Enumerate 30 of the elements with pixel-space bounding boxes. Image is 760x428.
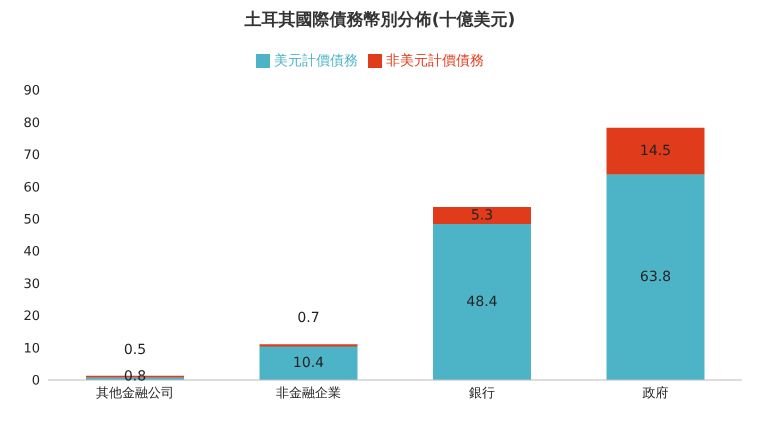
data-label: 0.5 — [124, 342, 146, 358]
data-label: 48.4 — [466, 294, 498, 310]
data-label: 0.8 — [124, 368, 146, 385]
data-label: 10.4 — [292, 355, 324, 372]
x-tick-label: 銀行 — [468, 386, 495, 402]
y-tick-label: 20 — [23, 309, 40, 324]
x-tick-label: 其他金融公司 — [96, 386, 174, 402]
y-tick-label: 10 — [23, 341, 40, 356]
data-label: 5.3 — [470, 208, 494, 224]
x-tick-label: 政府 — [642, 385, 668, 402]
bar — [433, 224, 531, 380]
y-tick-label: 50 — [23, 212, 40, 228]
data-label: 63.8 — [640, 269, 672, 286]
chart-title: 土耳其國際債務幣別分佈(十億美元) — [244, 9, 516, 32]
legend-label: 非美元計價債務 — [386, 53, 484, 69]
bar — [433, 206, 531, 224]
bar — [260, 346, 358, 380]
y-tick-label: 80 — [23, 116, 40, 131]
x-tick-label: 非金融企業 — [276, 386, 341, 402]
y-tick-label: 30 — [23, 276, 40, 292]
y-tick-label: 0 — [32, 374, 40, 389]
data-label: 14.5 — [640, 143, 672, 160]
data-label: 0.7 — [297, 310, 320, 326]
bar — [606, 174, 704, 380]
y-tick-label: 60 — [23, 180, 40, 196]
y-tick-label: 40 — [23, 244, 40, 260]
bar — [606, 128, 704, 174]
y-tick-label: 90 — [23, 84, 40, 99]
y-tick-label: 70 — [23, 148, 40, 164]
legend-label: 美元計價債務 — [274, 53, 358, 69]
